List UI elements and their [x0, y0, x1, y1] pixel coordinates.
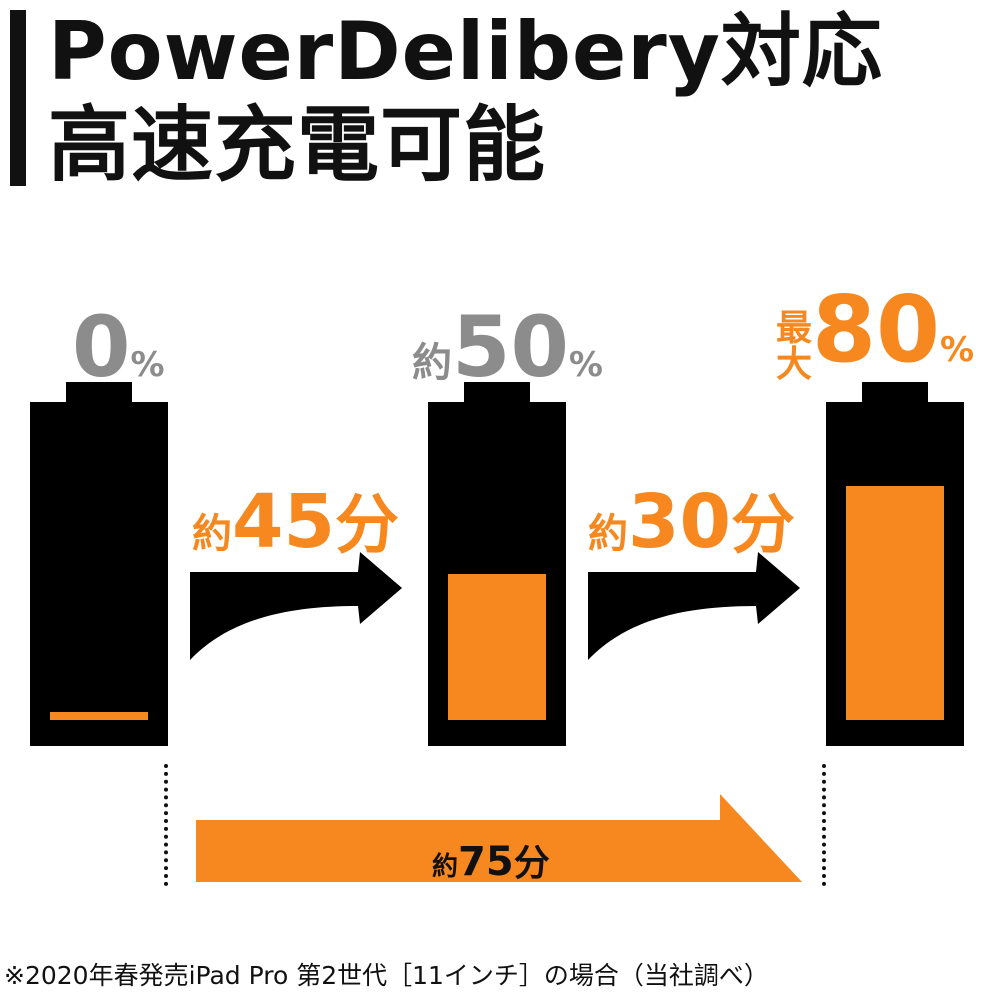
battery-1-percent-label: 0%	[72, 298, 165, 396]
battery-3-value: 80	[812, 276, 941, 383]
battery-1-charge-fill	[50, 712, 148, 720]
step-1-value: 45	[232, 479, 335, 565]
headline-line-2: 高速充電可能	[48, 98, 547, 193]
headline-line-1: PowerDelibery対応	[48, 5, 883, 98]
step-1-arrow-icon	[190, 552, 402, 660]
footnote: ※2020年春発売iPad Pro 第2世代［11インチ］の場合（当社調べ）	[4, 961, 769, 990]
battery-1-value: 0	[72, 298, 131, 396]
battery-1-unit: %	[130, 345, 165, 385]
battery-1-icon	[30, 402, 168, 746]
battery-3-prefix: 最大	[776, 308, 813, 385]
battery-2-prefix: 約	[412, 340, 452, 386]
step-1-prefix: 約	[192, 511, 232, 557]
step-1-duration: 約45分	[192, 474, 399, 566]
battery-3-unit: %	[940, 330, 975, 370]
step-2-value: 30	[628, 479, 731, 565]
step-1-unit: 分	[334, 489, 399, 563]
total-duration-arrow-icon	[196, 794, 802, 882]
total-prefix: 約	[432, 852, 459, 882]
dotted-guide-right	[822, 764, 826, 886]
total-value: 75	[458, 839, 514, 885]
step-2-prefix: 約	[588, 511, 628, 557]
step-2-arrow-icon	[588, 552, 800, 660]
step-2-duration: 約30分	[588, 474, 795, 566]
battery-3-percent-label: 最大80%	[776, 276, 974, 383]
title-accent-bar	[10, 10, 26, 186]
step-2-unit: 分	[730, 489, 795, 563]
battery-3-charge-fill	[846, 486, 944, 720]
battery-2-icon	[428, 402, 566, 746]
battery-2-percent-label: 約50%	[412, 298, 603, 396]
battery-2-charge-fill	[448, 574, 546, 720]
battery-2-unit: %	[568, 345, 603, 385]
total-duration: 約75分	[432, 834, 550, 886]
dotted-guide-left	[164, 764, 168, 886]
total-unit: 分	[513, 843, 550, 884]
battery-2-value: 50	[452, 298, 569, 396]
battery-3-icon	[826, 402, 964, 746]
